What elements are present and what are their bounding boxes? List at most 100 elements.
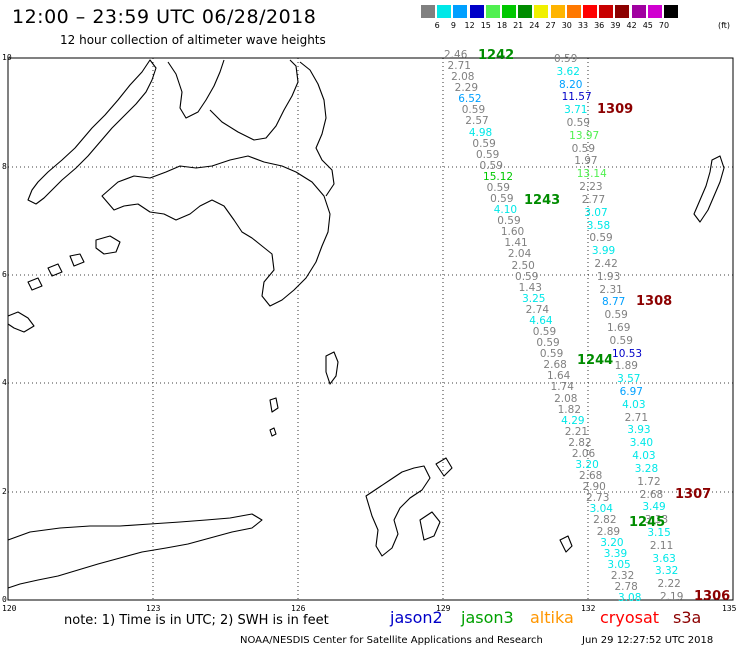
coast-palau	[693, 155, 725, 223]
lat-label: 8	[2, 162, 7, 171]
pass-number: 1308	[636, 294, 673, 309]
wave-height-value: 2.82	[593, 514, 617, 527]
legend-label: 18	[496, 21, 508, 30]
legend-swatch	[566, 5, 581, 18]
coast-sulawesi	[7, 513, 263, 589]
wave-height-value: 1.74	[550, 381, 574, 394]
wave-height-value: 2.71	[624, 411, 649, 424]
wave-height-value: 2.31	[599, 283, 623, 296]
wave-height-value: 13.14	[576, 168, 607, 181]
coast-morotai	[435, 457, 453, 477]
legend-swatch	[469, 5, 484, 18]
coast-samar	[299, 61, 335, 197]
wave-height-value: 1.93	[596, 270, 621, 283]
wave-height-value: 4.64	[529, 314, 553, 327]
legend-label: 39	[610, 21, 621, 30]
coast-visayas-mid	[209, 59, 299, 141]
wave-height-value: 0.59	[479, 159, 503, 172]
wave-height-value: 4.03	[632, 450, 656, 463]
wave-height-value: 0.59	[490, 193, 514, 206]
legend-swatch	[421, 5, 435, 18]
wave-height-value: 3.04	[589, 503, 613, 516]
legend-label: 36	[594, 21, 605, 30]
wave-height-value: 3.99	[591, 245, 616, 258]
wave-height-value: 3.05	[607, 558, 631, 571]
wave-height-value: 2.11	[649, 539, 674, 552]
wave-height-value: 2.21	[564, 425, 589, 438]
lon-label: 132	[581, 604, 596, 613]
wave-height-value: 0.59	[609, 334, 633, 347]
wave-height-value: 2.82	[568, 436, 592, 449]
wave-height-value: 2.68	[543, 359, 567, 372]
wave-height-value: 3.08	[618, 592, 642, 604]
wave-height-value: 1.64	[546, 370, 571, 383]
coast-sulu-2	[47, 263, 63, 277]
legend-swatch	[485, 5, 500, 18]
wave-height-value: 6.97	[619, 386, 643, 399]
wave-height-value: 2.32	[610, 569, 635, 582]
wave-height-value: 3.93	[627, 424, 651, 437]
legend-label: 27	[545, 21, 556, 30]
pass-number: 1244	[577, 353, 614, 368]
wave-height-value: 2.08	[554, 392, 578, 405]
lon-label: 126	[291, 604, 306, 613]
wave-height-value: 4.03	[622, 398, 646, 411]
credit-line: NOAA/NESDIS Center for Satellite Applica…	[240, 635, 543, 646]
wave-height-value: 2.73	[586, 492, 610, 505]
legend-label: 6	[434, 21, 440, 30]
wave-height-value: 2.04	[507, 248, 532, 261]
wave-height-value: 3.28	[634, 462, 659, 475]
wave-height-value: 2.77	[581, 193, 606, 206]
legend-label: 42	[626, 21, 637, 30]
wave-height-value: 2.23	[579, 181, 603, 194]
legend-swatch	[583, 5, 597, 18]
coastlines	[7, 59, 725, 589]
wave-height-value: 0.59	[539, 348, 564, 361]
map-subtitle: 12 hour collection of altimeter wave hei…	[60, 33, 326, 47]
lon-label: 123	[146, 604, 161, 613]
wave-height-value: 11.57	[561, 91, 592, 104]
wave-height-value: 2.68	[578, 470, 603, 483]
legend-swatch	[502, 5, 516, 18]
wave-height-value: 2.06	[571, 447, 596, 460]
wave-height-value: 3.40	[629, 437, 654, 450]
legend-swatch	[453, 5, 468, 18]
wave-height-value: 2.08	[451, 71, 475, 84]
wave-height-value: 0.59	[515, 270, 539, 283]
lat-label: 6	[2, 270, 7, 279]
coast-sulu-3	[27, 277, 43, 291]
lon-label: 135	[722, 604, 737, 613]
wave-height-value: 0.59	[604, 309, 628, 322]
wave-height-value: 2.57	[465, 115, 489, 128]
wave-height-value: 3.39	[603, 547, 628, 560]
coast-halmahera	[365, 465, 431, 557]
wave-height-value: 1.82	[557, 403, 582, 416]
legend-swatch	[550, 5, 565, 18]
coast-basilan	[95, 235, 121, 255]
wave-height-value: 0.59	[571, 142, 596, 155]
wave-height-value: 2.29	[454, 82, 479, 95]
wave-height-value: 4.29	[561, 414, 585, 427]
coast-new-guinea	[559, 535, 573, 553]
wave-height-value: 3.15	[647, 526, 671, 539]
legend-swatch	[664, 5, 678, 18]
wave-height-value: 1.41	[504, 237, 528, 250]
wave-height-value: 8.77	[601, 296, 626, 309]
satellite-cryosat: cryosat	[600, 608, 660, 627]
lat-label: 2	[2, 487, 7, 496]
wave-height-value: 2.89	[596, 525, 621, 538]
wave-height-value: 0.59	[532, 326, 557, 339]
satellite-altika: altika	[530, 608, 574, 627]
wave-height-value: 3.58	[586, 219, 611, 232]
wave-height-value: 2.50	[511, 259, 535, 272]
wave-height-value: 2.71	[447, 60, 471, 73]
pass-number: 1306	[694, 589, 731, 604]
coast-borneo-tip	[7, 311, 35, 333]
wave-height-value: 0.59	[566, 117, 590, 130]
wave-height-value: 4.98	[468, 126, 493, 139]
wave-height-value: 3.49	[642, 501, 666, 514]
legend-swatch	[437, 5, 452, 18]
wave-height-value: 2.90	[582, 481, 606, 494]
grid-lines	[8, 58, 733, 600]
